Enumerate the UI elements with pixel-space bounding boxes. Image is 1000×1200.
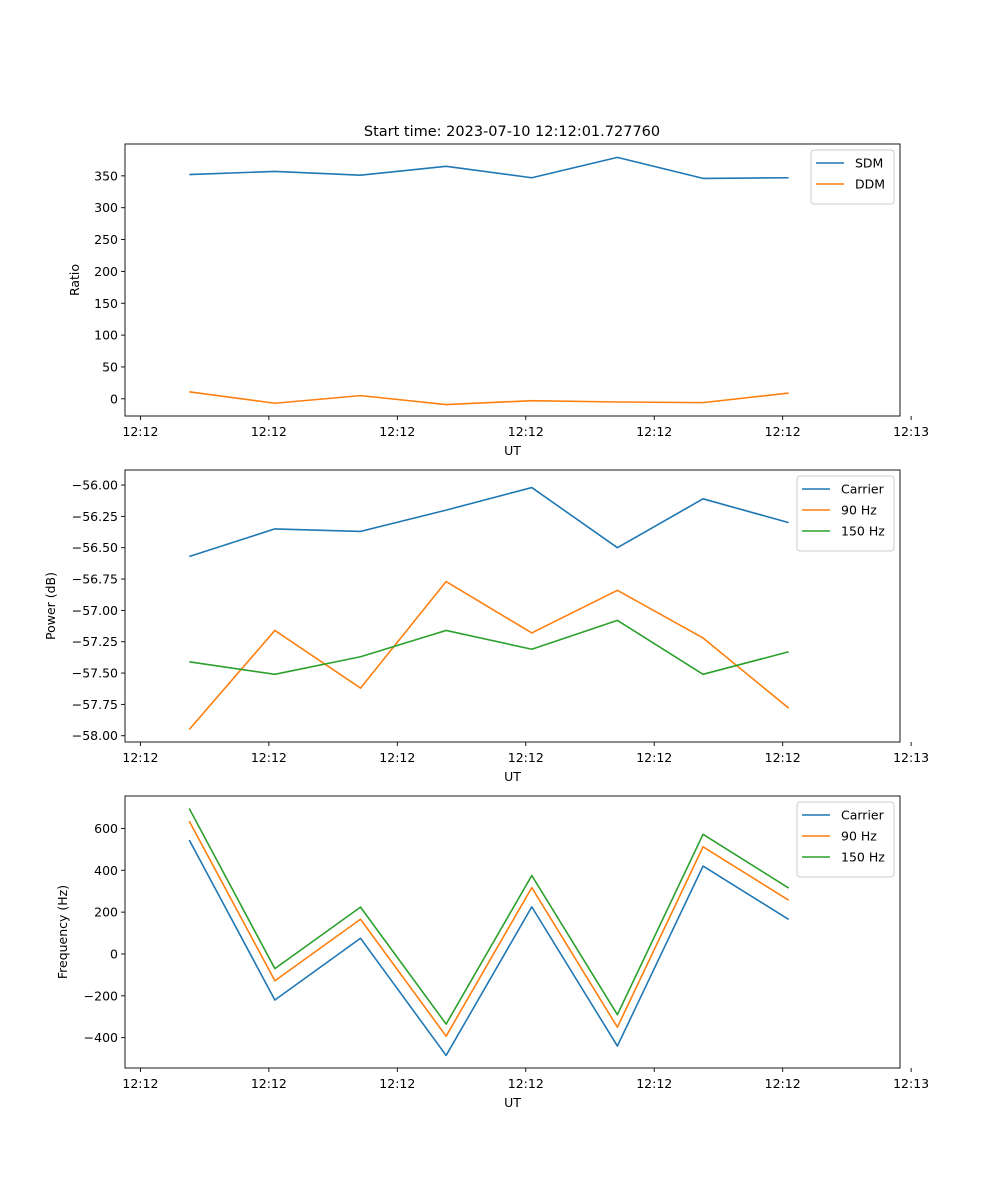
chart-3-legend: Carrier 90 Hz 150 Hz xyxy=(796,801,895,878)
chart-2: 12:12 12:12 12:12 12:12 12:12 12:12 12:13 −58.0… xyxy=(43,469,929,784)
chart-2-x-tick-label-7: 12:13 xyxy=(893,750,929,765)
chart-1-x-tick-label-1: 12:12 xyxy=(122,424,158,439)
figure-title: Start time: 2023-07-10 12:12:01.727760 xyxy=(364,124,660,140)
chart-2-y-tick-label-2: −57.75 xyxy=(72,697,118,712)
chart-1-x-tick-label-6: 12:12 xyxy=(765,424,801,439)
chart-1-legend-label-1: SDM xyxy=(855,156,883,171)
chart-2-x-tick-label-4: 12:12 xyxy=(508,750,544,765)
chart-2-axes-frame xyxy=(124,469,901,743)
chart-1: 12:12 12:12 12:12 12:12 12:12 12:12 12:13 0 50 10… xyxy=(67,143,929,458)
chart-1-y-tick-label-1: 0 xyxy=(110,391,118,406)
chart-3-y-tick-label-3: 0 xyxy=(110,946,118,961)
chart-3-y-tick-label-2: −200 xyxy=(84,988,118,1003)
chart-1-y-tick-label-3: 100 xyxy=(94,328,118,343)
chart-2-y-axis-label: Power (dB) xyxy=(43,572,58,640)
chart-3-legend-box xyxy=(796,801,895,878)
chart-1-y-tick-label-2: 50 xyxy=(102,359,118,374)
chart-1-y-tick-label-7: 300 xyxy=(94,200,118,215)
chart-1-x-axis-label: UT xyxy=(504,443,521,458)
chart-2-legend-box xyxy=(796,475,895,552)
chart-3-x-axis-label: UT xyxy=(504,1095,521,1110)
chart-2-legend: Carrier 90 Hz 150 Hz xyxy=(796,475,895,552)
panels: 12:12 12:12 12:12 12:12 12:12 12:12 12:13 0 50 10… xyxy=(43,143,929,1110)
chart-3-x-tick-label-4: 12:12 xyxy=(508,1076,544,1091)
chart-3-x-tick-label-6: 12:12 xyxy=(765,1076,801,1091)
chart-3-x-tick-label-7: 12:13 xyxy=(893,1076,929,1091)
chart-1-x-tick-label-5: 12:12 xyxy=(636,424,672,439)
chart-2-y-tick-label-4: −57.25 xyxy=(72,634,118,649)
chart-2-x-axis-label: UT xyxy=(504,769,521,784)
chart-2-x-tick-label-5: 12:12 xyxy=(636,750,672,765)
chart-1-y-tick-label-5: 200 xyxy=(94,264,118,279)
chart-1-x-tick-label-3: 12:12 xyxy=(379,424,415,439)
chart-2-x-tick-label-1: 12:12 xyxy=(122,750,158,765)
chart-3-y-tick-label-1: −400 xyxy=(84,1030,118,1045)
chart-1-y-tick-label-6: 250 xyxy=(94,232,118,247)
chart-1-series-2-line xyxy=(189,390,789,406)
chart-2-y-tick-label-5: −57.00 xyxy=(72,603,118,618)
chart-3-y-tick-label-4: 200 xyxy=(94,905,118,920)
chart-2-y-tick-label-3: −57.50 xyxy=(72,666,118,681)
chart-1-x-tick-label-4: 12:12 xyxy=(508,424,544,439)
chart-2-series-3-line xyxy=(189,619,789,676)
chart-1-x-tick-label-2: 12:12 xyxy=(251,424,287,439)
chart-1-y-tick-label-8: 350 xyxy=(94,168,118,183)
chart-1-y-tick-label-4: 150 xyxy=(94,296,118,311)
chart-3-legend-label-2: 90 Hz xyxy=(841,829,877,844)
chart-2-legend-label-2: 90 Hz xyxy=(841,503,877,518)
chart-3-y-tick-label-6: 600 xyxy=(94,821,118,836)
chart-2-legend-label-1: Carrier xyxy=(841,482,885,497)
chart-2-y-tick-label-7: −56.50 xyxy=(72,540,118,555)
chart-2-y-tick-label-1: −58.00 xyxy=(72,728,118,743)
chart-3-x-tick-label-5: 12:12 xyxy=(636,1076,672,1091)
chart-1-series-1-line xyxy=(189,156,789,180)
chart-3-series-1-line xyxy=(188,839,790,1057)
chart-3-legend-label-3: 150 Hz xyxy=(841,850,885,865)
chart-3-axes-frame xyxy=(124,795,901,1069)
chart-1-y-axis-label: Ratio xyxy=(67,264,82,296)
chart-1-x-tick-label-7: 12:13 xyxy=(893,424,929,439)
chart-3-y-axis-label: Frequency (Hz) xyxy=(55,885,70,979)
chart-3-x-tick-label-2: 12:12 xyxy=(251,1076,287,1091)
chart-3-x-tick-label-3: 12:12 xyxy=(379,1076,415,1091)
chart-3-legend-label-1: Carrier xyxy=(841,808,885,823)
chart-3-y-tick-label-5: 400 xyxy=(94,863,118,878)
chart-1-legend-label-2: DDM xyxy=(855,177,885,192)
chart-3: 12:12 12:12 12:12 12:12 12:12 12:12 12:13 −400 −… xyxy=(55,795,929,1110)
chart-2-x-tick-label-2: 12:12 xyxy=(251,750,287,765)
chart-1-legend: SDM DDM xyxy=(810,149,895,205)
chart-3-x-tick-label-1: 12:12 xyxy=(122,1076,158,1091)
chart-1-axes-frame xyxy=(124,143,901,417)
chart-3-series-3-line xyxy=(188,808,790,1025)
chart-2-y-tick-label-9: −56.00 xyxy=(72,478,118,493)
chart-2-legend-label-3: 150 Hz xyxy=(841,524,885,539)
chart-2-y-tick-label-6: −56.75 xyxy=(72,572,118,587)
chart-2-series-1-line xyxy=(188,486,789,558)
chart-3-series-2-line xyxy=(188,820,790,1037)
chart-2-y-tick-label-8: −56.25 xyxy=(72,509,118,524)
chart-2-x-tick-label-6: 12:12 xyxy=(765,750,801,765)
chart-2-x-tick-label-3: 12:12 xyxy=(379,750,415,765)
chart-2-series-2-line xyxy=(188,580,790,730)
